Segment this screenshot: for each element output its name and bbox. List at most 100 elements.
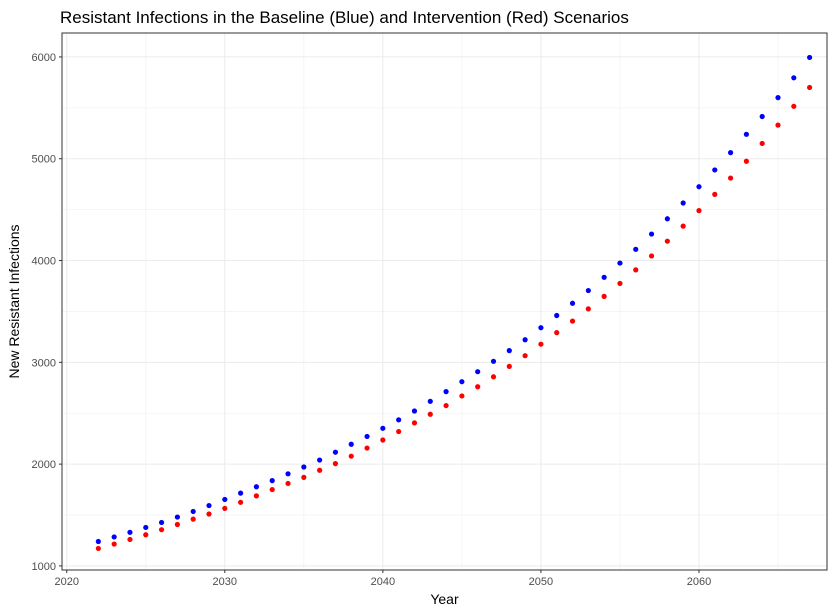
intervention-point (475, 384, 481, 390)
baseline-point (238, 490, 244, 496)
baseline-point (617, 260, 623, 266)
baseline-point (317, 457, 323, 463)
intervention-point (743, 158, 749, 164)
y-tick-label: 6000 (32, 52, 56, 64)
intervention-point (791, 103, 797, 109)
y-tick-label: 3000 (32, 357, 56, 369)
y-tick-label: 5000 (32, 154, 56, 166)
x-tick-label: 2060 (687, 576, 711, 588)
baseline-point (380, 425, 386, 431)
y-tick-label: 4000 (32, 256, 56, 268)
intervention-point (538, 341, 544, 347)
baseline-point (554, 312, 560, 319)
intervention-point (411, 420, 418, 426)
intervention-point (712, 191, 718, 197)
intervention-point (396, 428, 402, 435)
baseline-point (775, 95, 781, 101)
intervention-point (332, 461, 339, 467)
y-axis-title: New Resistant Infections (6, 224, 22, 378)
baseline-point (143, 524, 149, 531)
intervention-point (95, 545, 101, 552)
baseline-point (506, 348, 512, 354)
intervention-point (775, 122, 781, 128)
intervention-point (364, 445, 370, 451)
baseline-point (364, 433, 370, 440)
intervention-point (522, 353, 528, 359)
baseline-point (253, 484, 260, 490)
x-tick-label: 2040 (371, 576, 395, 588)
plot-panel-border (61, 32, 828, 571)
baseline-point (569, 300, 576, 306)
baseline-point (206, 502, 212, 509)
intervention-point (206, 511, 212, 517)
baseline-point (443, 389, 449, 395)
baseline-point (522, 337, 528, 343)
baseline-point (680, 200, 686, 206)
intervention-point (506, 363, 512, 369)
baseline-point (743, 131, 749, 137)
baseline-point (648, 231, 655, 237)
baseline-point (538, 325, 544, 331)
intervention-point (380, 437, 386, 443)
baseline-point (633, 246, 639, 252)
baseline-point (111, 534, 117, 540)
baseline-point (791, 75, 797, 81)
baseline-point (190, 508, 196, 515)
intervention-point (269, 486, 275, 493)
intervention-point (127, 536, 133, 543)
x-axis-title: Year (430, 591, 459, 607)
grid-lines (62, 33, 827, 570)
y-tick-label: 1000 (32, 561, 56, 573)
baseline-point (427, 398, 433, 404)
intervention-point (633, 267, 639, 273)
baseline-point (459, 379, 465, 385)
intervention-point (111, 541, 117, 547)
baseline-point (664, 216, 670, 222)
baseline-point (95, 538, 101, 545)
intervention-point (143, 532, 149, 538)
intervention-point (190, 516, 196, 522)
intervention-point (348, 453, 354, 459)
baseline-point (475, 369, 481, 375)
baseline-point (269, 478, 275, 484)
chart-title: Resistant Infections in the Baseline (Bl… (60, 8, 629, 27)
axis-ticks: 2020 2030 2040 2050 2060 1000 2000 3000 4000 5000… (32, 52, 712, 588)
intervention-point (554, 330, 560, 336)
x-tick-label: 2020 (54, 576, 78, 588)
baseline-point (696, 184, 702, 190)
intervention-point (569, 318, 576, 324)
intervention-point (585, 306, 591, 312)
intervention-point (617, 280, 623, 287)
intervention-point (238, 499, 244, 505)
intervention-point (807, 84, 813, 91)
intervention-point (158, 527, 165, 533)
intervention-point (664, 238, 670, 244)
baseline-point (411, 408, 418, 414)
intervention-point (174, 521, 180, 528)
baseline-point (601, 274, 607, 280)
baseline-point (301, 464, 307, 470)
baseline-point (759, 113, 765, 120)
baseline-point (158, 519, 165, 526)
x-tick-label: 2050 (529, 576, 553, 588)
baseline-point (807, 54, 813, 61)
intervention-point (427, 411, 433, 417)
intervention-point (222, 505, 228, 512)
y-tick-label: 2000 (32, 459, 56, 471)
baseline-point (174, 514, 180, 520)
baseline-point (285, 471, 291, 477)
intervention-point (459, 393, 465, 399)
intervention-point (285, 480, 291, 487)
baseline-point (727, 150, 734, 156)
baseline-point (222, 496, 228, 503)
intervention-point (648, 253, 655, 259)
intervention-point (253, 493, 260, 499)
baseline-point (127, 529, 133, 535)
intervention-point (301, 474, 307, 480)
baseline-point (396, 417, 402, 423)
intervention-point (680, 223, 686, 229)
baseline-point (332, 449, 339, 455)
x-tick-label: 2030 (213, 576, 237, 588)
intervention-point (443, 402, 449, 409)
